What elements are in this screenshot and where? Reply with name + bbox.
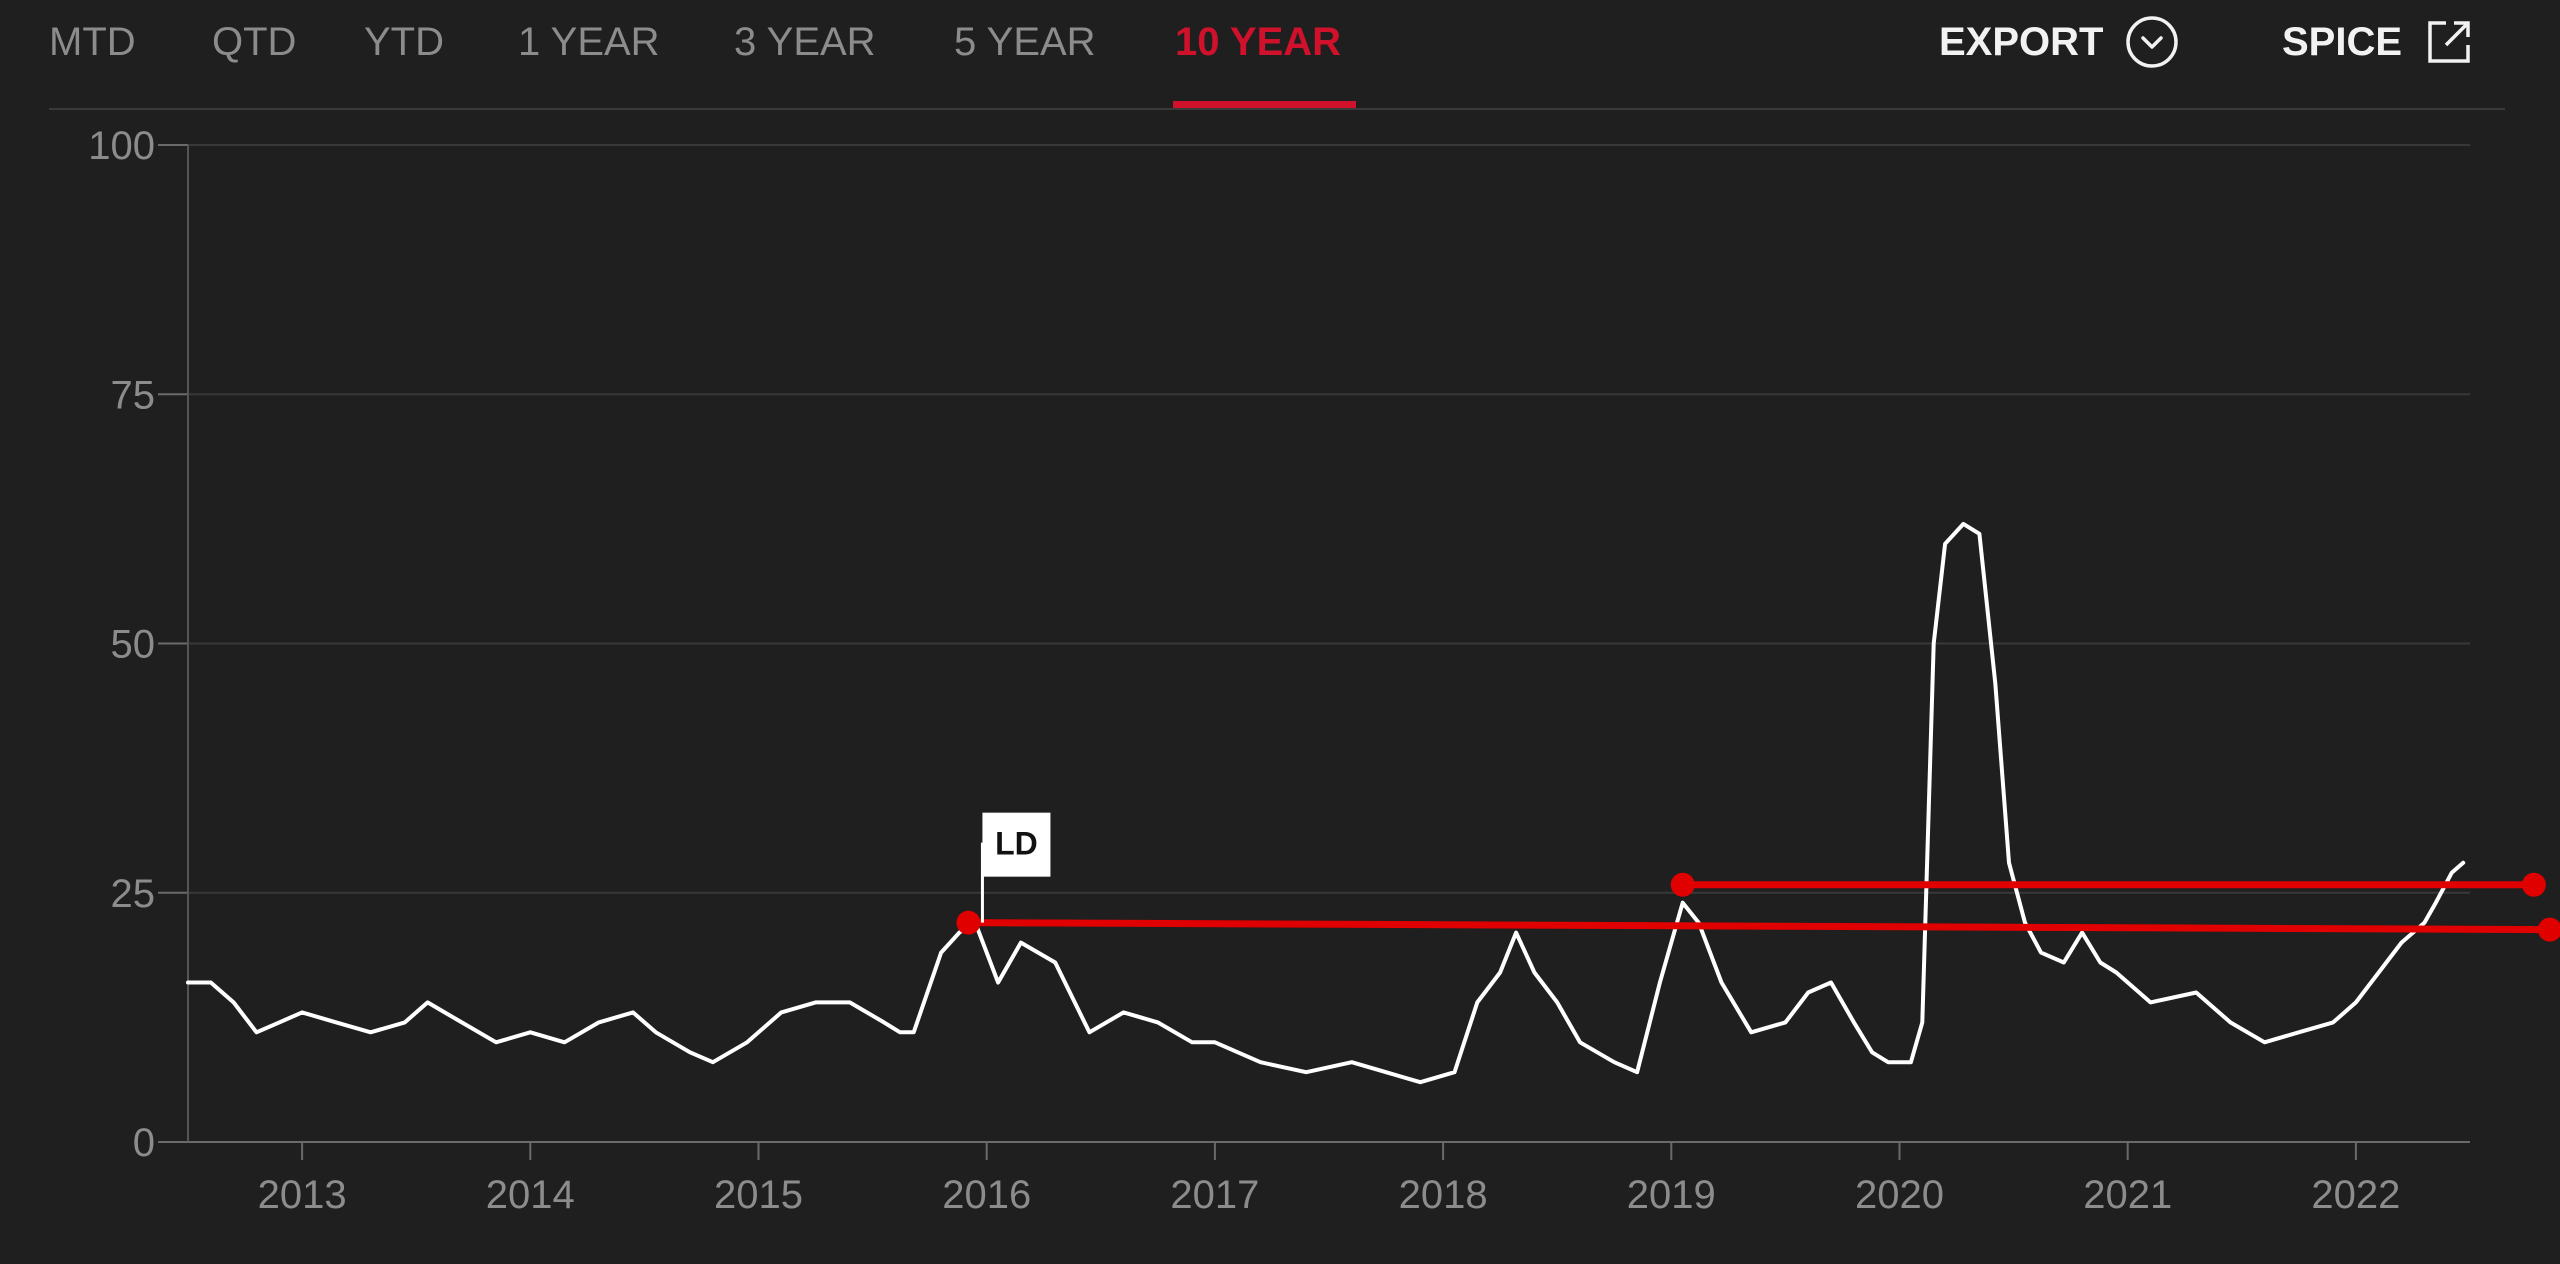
annotation-line: [964, 919, 2554, 934]
tab-10-year[interactable]: 10 YEAR: [1175, 20, 1342, 64]
x-tick-label: 2018: [1399, 1173, 1488, 1217]
external-link-icon: [2428, 21, 2470, 64]
annotations: LD: [956, 812, 2560, 942]
annotation-start-dot: [1670, 872, 1695, 897]
x-tick-label: 2014: [486, 1173, 575, 1217]
x-tick-label: 2016: [942, 1173, 1031, 1217]
x-tick-label: 2021: [2083, 1173, 2172, 1217]
y-tick-label: 100: [88, 124, 155, 168]
x-tick-label: 2022: [2311, 1173, 2400, 1217]
tab-ytd[interactable]: YTD: [364, 20, 444, 64]
y-axis: 0 25 50 75 100: [88, 124, 189, 1165]
spice-label: SPICE: [2282, 20, 2403, 65]
x-tick-label: 2013: [258, 1173, 347, 1217]
tab-qtd[interactable]: QTD: [212, 20, 297, 64]
export-label: EXPORT: [1939, 20, 2104, 65]
annotation-end-dot: [2537, 917, 2560, 942]
spice-button[interactable]: SPICE: [2282, 10, 2474, 70]
series-group: [186, 521, 2466, 1085]
active-tab-indicator: [1173, 101, 1356, 108]
toolbar: MTD QTD YTD 1 YEAR 3 YEAR 5 YEAR 10 YEAR…: [0, 0, 2560, 110]
y-tick-label: 50: [111, 623, 156, 667]
y-tick-label: 75: [111, 373, 156, 417]
toolbar-divider: [49, 108, 2505, 110]
y-tick-label: 25: [111, 872, 156, 916]
y-tick-label: 0: [133, 1121, 155, 1165]
series-line: [186, 521, 2466, 1085]
x-tick-label: 2020: [1855, 1173, 1944, 1217]
x-tick-label: 2017: [1170, 1173, 1259, 1217]
flag-label: LD: [995, 826, 1038, 862]
flag-box: [982, 812, 1051, 877]
tab-3-year[interactable]: 3 YEAR: [734, 20, 876, 64]
annotation-end-dot: [2521, 872, 2546, 897]
tab-1-year[interactable]: 1 YEAR: [518, 20, 660, 64]
x-tick-label: 2019: [1627, 1173, 1716, 1217]
x-axis: 2013 2014 2015 2016 2017 2018 2019 2020 2021 2022: [188, 1141, 2470, 1217]
export-button[interactable]: EXPORT: [1939, 10, 2179, 70]
tab-mtd[interactable]: MTD: [49, 20, 136, 64]
x-tick-label: 2015: [714, 1173, 803, 1217]
chevron-down-circle-icon: [2126, 16, 2179, 69]
grid-lines: [188, 144, 2470, 894]
tab-5-year[interactable]: 5 YEAR: [954, 20, 1096, 64]
annotation-start-dot: [956, 910, 981, 935]
